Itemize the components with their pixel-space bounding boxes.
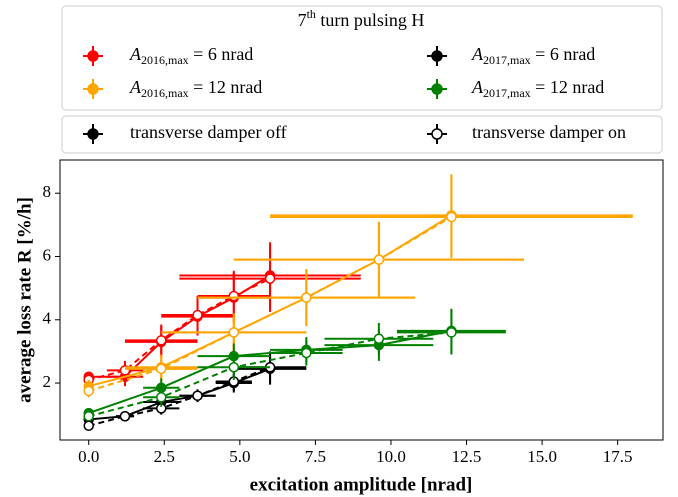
legend-text-part: 2016,max bbox=[141, 53, 189, 67]
point bbox=[228, 327, 240, 338]
legend-label: transverse damper on bbox=[472, 122, 626, 142]
point bbox=[301, 292, 312, 303]
point bbox=[192, 390, 203, 401]
x-tick-label: 12.5 bbox=[452, 447, 482, 466]
point bbox=[446, 327, 457, 338]
legend-label: A2016,max = 6 nrad bbox=[129, 44, 253, 67]
y-tick-label: 4 bbox=[43, 309, 52, 328]
legend-text-part: = 6 nrad bbox=[531, 44, 596, 64]
legend-box bbox=[61, 115, 663, 154]
y-tick-label: 8 bbox=[43, 182, 52, 201]
fit-line bbox=[88, 277, 271, 381]
point bbox=[228, 361, 240, 373]
legend-marker bbox=[431, 50, 443, 62]
point bbox=[264, 273, 276, 284]
legend-text-part: A bbox=[129, 77, 142, 97]
point bbox=[446, 211, 457, 223]
y-tick-label: 6 bbox=[43, 245, 52, 264]
legend-box bbox=[61, 5, 663, 111]
point bbox=[83, 385, 94, 397]
legend-label: A2017,max = 6 nrad bbox=[471, 44, 595, 67]
legend-marker bbox=[431, 128, 443, 140]
x-tick-label: 0.0 bbox=[78, 447, 99, 466]
x-tick-label: 5.0 bbox=[229, 447, 250, 466]
point bbox=[373, 333, 385, 345]
y-axis-label: average loss rate R [%/h] bbox=[14, 197, 35, 403]
point bbox=[156, 392, 167, 403]
legend-text-part: th bbox=[307, 7, 316, 21]
x-tick-label: 10.0 bbox=[376, 447, 406, 466]
fit-line bbox=[88, 329, 452, 415]
legend-text-part: transverse damper on bbox=[472, 122, 626, 142]
legend-text-part: transverse damper off bbox=[130, 122, 287, 142]
legend-marker bbox=[87, 128, 99, 140]
x-axis-label: excitation amplitude [nrad] bbox=[250, 474, 473, 495]
legend-marker bbox=[87, 83, 99, 95]
point bbox=[83, 420, 94, 432]
legend-text-part: A bbox=[129, 44, 142, 64]
legend-text-part: 2017,max bbox=[483, 86, 531, 100]
point bbox=[156, 335, 167, 346]
x-tick-label: 7.5 bbox=[305, 447, 326, 466]
legend-text-part: 2016,max bbox=[141, 86, 189, 100]
point bbox=[119, 411, 131, 422]
y-tick-label: 2 bbox=[43, 372, 52, 391]
legend-text-part: turn pulsing H bbox=[316, 10, 425, 30]
legend-text-part: A bbox=[471, 77, 484, 97]
legend-title: 7th turn pulsing H bbox=[298, 7, 425, 30]
legend-text-part: = 12 nrad bbox=[189, 77, 263, 97]
fit-line bbox=[88, 331, 452, 418]
legend-label: A2017,max = 12 nrad bbox=[471, 77, 604, 100]
x-tick-label: 2.5 bbox=[154, 447, 175, 466]
legend-label: transverse damper off bbox=[130, 122, 287, 142]
point bbox=[373, 254, 385, 265]
fit-line bbox=[88, 366, 271, 427]
point bbox=[301, 347, 312, 359]
legend-text-part: 2017,max bbox=[483, 53, 531, 67]
legend-marker bbox=[87, 50, 99, 62]
point bbox=[192, 309, 203, 321]
legend-label: A2016,max = 12 nrad bbox=[129, 77, 262, 100]
legend-text-part: = 12 nrad bbox=[531, 77, 605, 97]
legend-text-part: = 6 nrad bbox=[189, 44, 254, 64]
legend-text-part: A bbox=[471, 44, 484, 64]
plot-frame bbox=[59, 159, 664, 441]
legend-marker bbox=[431, 83, 443, 95]
point bbox=[83, 411, 94, 422]
legend-text-part: 7 bbox=[298, 10, 307, 30]
point bbox=[228, 290, 240, 302]
fit-line bbox=[88, 216, 452, 392]
point bbox=[156, 363, 167, 375]
x-tick-label: 17.5 bbox=[603, 447, 633, 466]
x-tick-label: 15.0 bbox=[527, 447, 557, 466]
